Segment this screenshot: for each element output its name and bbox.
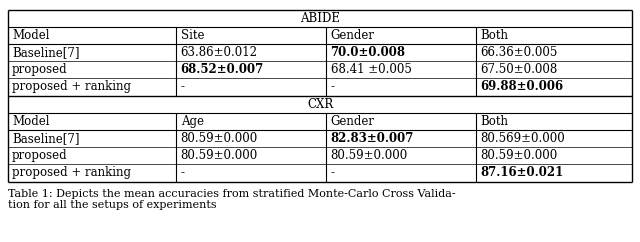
- Text: Gender: Gender: [331, 29, 374, 42]
- Text: 80.59±0.000: 80.59±0.000: [180, 149, 258, 162]
- Text: CXR: CXR: [307, 98, 333, 111]
- Text: 80.59±0.000: 80.59±0.000: [331, 149, 408, 162]
- Text: proposed + ranking: proposed + ranking: [12, 81, 131, 93]
- Text: 87.16±0.021: 87.16±0.021: [481, 166, 564, 179]
- Text: Table 1: Depicts the mean accuracies from stratified Monte-Carlo Cross Valida-
t: Table 1: Depicts the mean accuracies fro…: [8, 189, 455, 210]
- Text: -: -: [331, 81, 335, 93]
- Text: Age: Age: [180, 115, 204, 128]
- Text: 80.569±0.000: 80.569±0.000: [481, 132, 565, 145]
- Text: proposed: proposed: [12, 63, 68, 76]
- Text: 63.86±0.012: 63.86±0.012: [180, 46, 258, 59]
- Text: 82.83±0.007: 82.83±0.007: [331, 132, 414, 145]
- Text: 80.59±0.000: 80.59±0.000: [180, 132, 258, 145]
- Text: Baseline[7]: Baseline[7]: [12, 132, 79, 145]
- Text: Model: Model: [12, 115, 49, 128]
- Text: -: -: [180, 81, 185, 93]
- Text: -: -: [180, 166, 185, 179]
- Text: -: -: [331, 166, 335, 179]
- Text: 67.50±0.008: 67.50±0.008: [481, 63, 558, 76]
- Text: 68.41 ±0.005: 68.41 ±0.005: [331, 63, 412, 76]
- Text: 69.88±0.006: 69.88±0.006: [481, 81, 564, 93]
- Text: proposed: proposed: [12, 149, 68, 162]
- Text: Both: Both: [481, 29, 509, 42]
- Text: Site: Site: [180, 29, 204, 42]
- Text: ABIDE: ABIDE: [300, 12, 340, 25]
- Text: Model: Model: [12, 29, 49, 42]
- Text: 70.0±0.008: 70.0±0.008: [331, 46, 406, 59]
- Text: Baseline[7]: Baseline[7]: [12, 46, 79, 59]
- Text: Both: Both: [481, 115, 509, 128]
- Text: 68.52±0.007: 68.52±0.007: [180, 63, 264, 76]
- Text: 66.36±0.005: 66.36±0.005: [481, 46, 558, 59]
- Text: proposed + ranking: proposed + ranking: [12, 166, 131, 179]
- Text: Gender: Gender: [331, 115, 374, 128]
- Text: 80.59±0.000: 80.59±0.000: [481, 149, 558, 162]
